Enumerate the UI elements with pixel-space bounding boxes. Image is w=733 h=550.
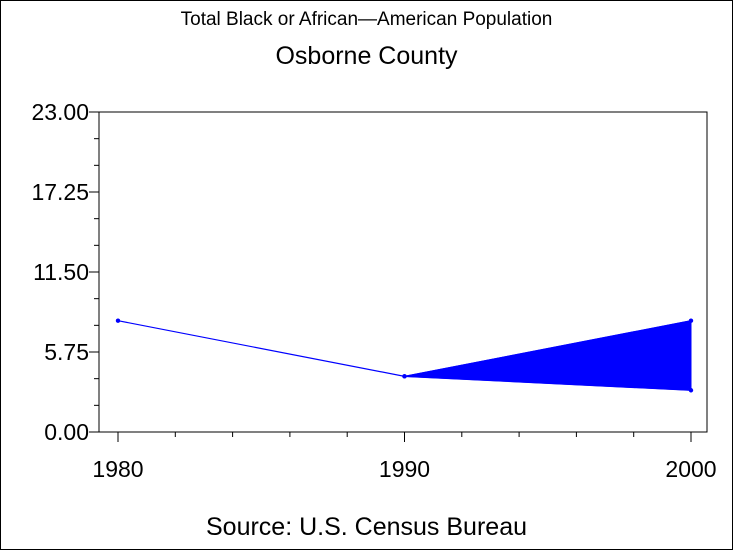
y-axis: 0.00 5.75 11.50 17.25 23.00 — [31, 99, 99, 445]
source-footnote: Source: U.S. Census Bureau — [206, 513, 527, 541]
series-line-2 — [404, 375, 692, 391]
data-point — [402, 374, 407, 379]
chart-title: Total Black or African—American Populati… — [180, 9, 553, 30]
y-tick-label: 5.75 — [44, 339, 89, 365]
y-tick-label: 0.00 — [44, 419, 89, 445]
x-tick-label: 2000 — [665, 456, 716, 482]
y-tick-label: 23.00 — [31, 99, 89, 125]
x-axis: 1980 1990 2000 — [92, 432, 717, 482]
y-tick-label: 17.25 — [31, 179, 89, 205]
data-point — [688, 318, 694, 323]
y-tick-label: 11.50 — [33, 259, 89, 285]
chart-subtitle: Osborne County — [275, 42, 458, 70]
fill-band — [404, 320, 692, 391]
x-tick-label: 1980 — [92, 456, 143, 482]
data-point — [688, 388, 694, 393]
x-tick-label: 1990 — [379, 456, 430, 482]
data-point — [115, 318, 121, 323]
series-layer — [115, 318, 694, 393]
